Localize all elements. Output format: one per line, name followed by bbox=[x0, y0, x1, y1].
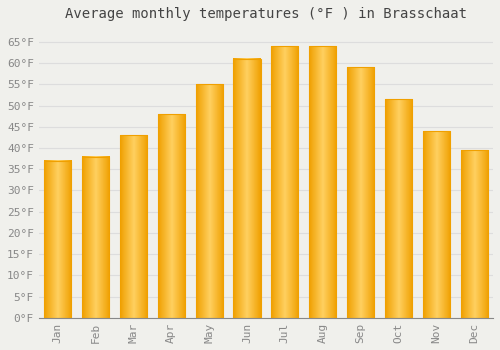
Bar bbox=[82, 156, 109, 318]
Bar bbox=[158, 114, 185, 318]
Bar bbox=[271, 46, 298, 318]
Bar bbox=[460, 150, 488, 318]
Bar bbox=[385, 99, 412, 318]
Title: Average monthly temperatures (°F ) in Brasschaat: Average monthly temperatures (°F ) in Br… bbox=[65, 7, 467, 21]
Bar bbox=[422, 131, 450, 318]
Bar bbox=[196, 84, 223, 318]
Bar bbox=[309, 46, 336, 318]
Bar bbox=[347, 67, 374, 318]
Bar bbox=[234, 59, 260, 318]
Bar bbox=[44, 161, 72, 318]
Bar bbox=[120, 135, 147, 318]
